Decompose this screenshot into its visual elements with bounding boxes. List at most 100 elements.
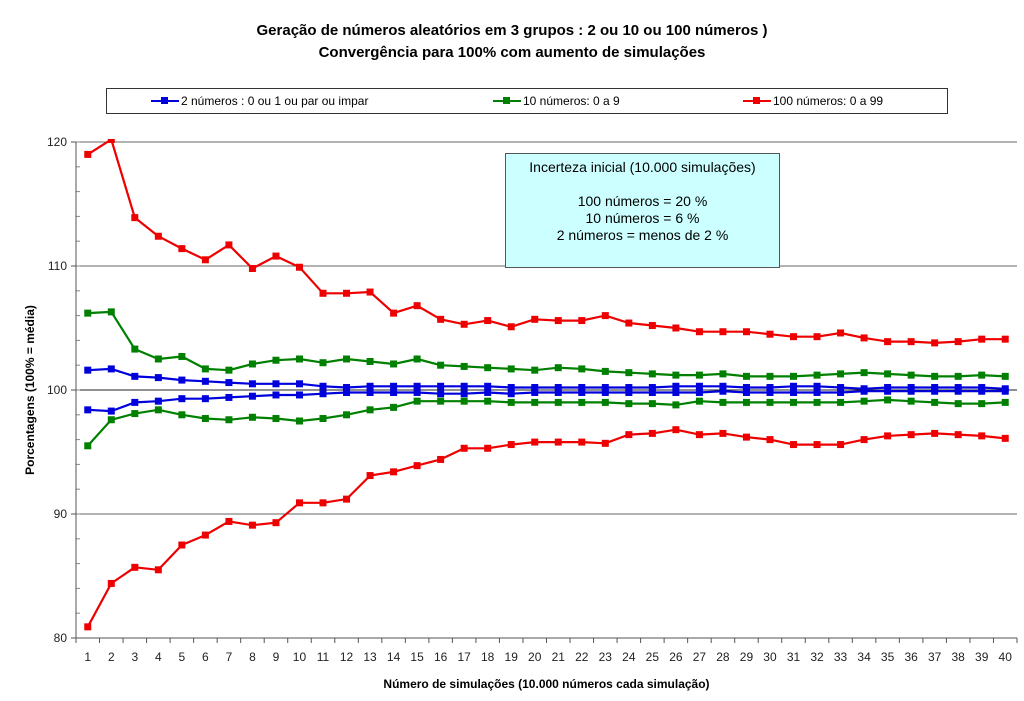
data-point: [884, 387, 892, 395]
data-point: [390, 388, 398, 396]
x-tick-label: 6: [202, 650, 209, 664]
data-point: [460, 390, 468, 398]
annotation-line: 2 números = menos de 2 %: [556, 227, 729, 243]
data-point: [507, 323, 515, 331]
data-point: [884, 384, 892, 392]
data-point: [954, 372, 962, 380]
data-point: [766, 384, 774, 392]
x-tick-label: 40: [999, 650, 1013, 664]
data-point: [84, 366, 92, 374]
data-point: [131, 563, 139, 571]
annotation-heading: Incerteza inicial (10.000 simulações): [529, 159, 756, 175]
data-point: [413, 388, 421, 396]
x-tick-label: 21: [552, 650, 566, 664]
data-point: [154, 374, 162, 382]
data-point: [742, 384, 750, 392]
data-point: [201, 395, 209, 403]
data-point: [742, 398, 750, 406]
x-tick-label: 26: [669, 650, 683, 664]
data-point: [272, 415, 280, 423]
data-point: [390, 360, 398, 368]
data-point: [437, 361, 445, 369]
data-point: [84, 623, 92, 631]
data-point: [648, 322, 656, 330]
data-point: [248, 392, 256, 400]
data-point: [437, 382, 445, 390]
data-point: [460, 382, 468, 390]
data-point: [907, 371, 915, 379]
data-point: [601, 384, 609, 392]
data-point: [907, 384, 915, 392]
x-tick-label: 3: [131, 650, 138, 664]
data-point: [295, 380, 303, 388]
data-point: [742, 328, 750, 336]
data-point: [625, 369, 633, 377]
data-point: [295, 391, 303, 399]
x-tick-label: 25: [646, 650, 660, 664]
x-tick-label: 30: [763, 650, 777, 664]
data-point: [178, 376, 186, 384]
data-point: [931, 372, 939, 380]
data-point: [554, 438, 562, 446]
data-point: [460, 444, 468, 452]
data-point: [766, 436, 774, 444]
x-tick-label: 24: [622, 650, 636, 664]
data-point: [178, 245, 186, 253]
data-point: [225, 379, 233, 387]
data-point: [648, 384, 656, 392]
x-tick-label: 39: [975, 650, 989, 664]
data-point: [837, 370, 845, 378]
x-tick-label: 5: [179, 650, 186, 664]
legend-label: 2 números : 0 ou 1 ou par ou impar: [181, 94, 369, 108]
data-point: [272, 380, 280, 388]
data-point: [84, 309, 92, 317]
x-tick-label: 19: [505, 650, 519, 664]
data-point: [413, 355, 421, 363]
x-tick-label: 2: [108, 650, 115, 664]
data-point: [790, 382, 798, 390]
data-point: [484, 382, 492, 390]
data-point: [625, 319, 633, 327]
data-point: [554, 364, 562, 372]
data-point: [978, 371, 986, 379]
series-line-5: [86, 428, 1006, 628]
y-tick-label: 120: [47, 135, 67, 149]
data-point: [601, 367, 609, 375]
data-point: [272, 252, 280, 260]
data-point: [578, 365, 586, 373]
x-tick-label: 12: [340, 650, 354, 664]
x-tick-label: 4: [155, 650, 162, 664]
data-point: [790, 372, 798, 380]
x-tick-label: 27: [693, 650, 707, 664]
data-point: [484, 388, 492, 396]
data-point: [860, 397, 868, 405]
data-point: [413, 382, 421, 390]
data-point: [719, 429, 727, 437]
data-point: [201, 377, 209, 385]
data-point: [295, 355, 303, 363]
data-point: [507, 441, 515, 449]
x-tick-label: 13: [363, 650, 377, 664]
y-tick-label: 90: [54, 507, 68, 521]
x-tick-label: 16: [434, 650, 448, 664]
data-point: [672, 371, 680, 379]
data-point: [531, 388, 539, 396]
data-point: [742, 388, 750, 396]
data-point: [460, 362, 468, 370]
data-point: [672, 324, 680, 332]
data-point: [366, 357, 374, 365]
data-point: [837, 398, 845, 406]
data-point: [343, 388, 351, 396]
data-point: [719, 328, 727, 336]
data-point: [484, 397, 492, 405]
x-tick-label: 23: [599, 650, 613, 664]
data-point: [107, 579, 115, 587]
x-tick-label: 37: [928, 650, 942, 664]
x-tick-label: 14: [387, 650, 401, 664]
data-point: [484, 444, 492, 452]
data-point: [978, 335, 986, 343]
data-point: [884, 338, 892, 346]
data-point: [1001, 372, 1009, 380]
data-point: [366, 382, 374, 390]
legend-label: 100 números: 0 a 99: [773, 94, 884, 108]
